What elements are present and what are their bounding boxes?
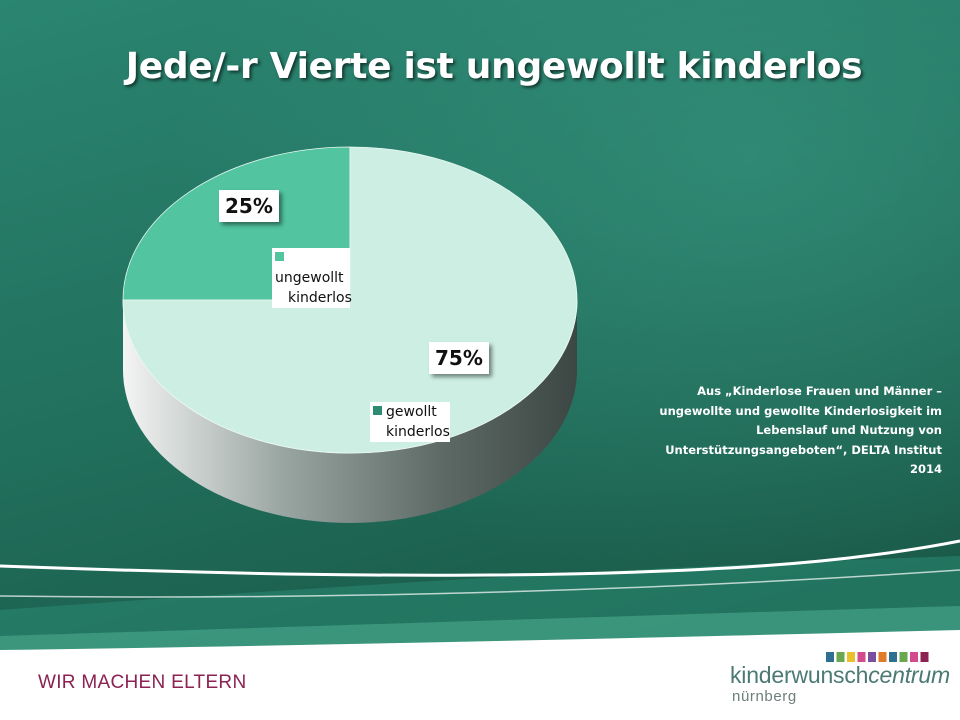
legend-label-ungewollt-1: ungewollt	[275, 270, 344, 286]
source-citation: Aus „Kinderlose Frauen und Männer – unge…	[600, 382, 942, 480]
brand-name: kinderwunschcentrum	[730, 662, 950, 689]
logo-bar	[878, 652, 887, 662]
data-label-ungewollt: 25%	[219, 190, 279, 222]
brand-name-regular: kinderwunsch	[730, 662, 869, 688]
logo-bar	[899, 652, 908, 662]
footer-tagline: WIR MACHEN ELTERN	[38, 672, 247, 693]
logo-bar	[920, 652, 929, 662]
source-line: Aus „Kinderlose Frauen und Männer –	[697, 384, 942, 398]
source-line: ungewollte und gewollte Kinderlosigkeit …	[659, 403, 942, 418]
legend-label-gewollt-1: gewollt	[386, 404, 437, 420]
legend-swatch-ungewollt	[275, 252, 284, 261]
source-line: 2014	[909, 462, 942, 476]
logo-bar	[889, 652, 897, 662]
brand-name-italic: centrum	[868, 662, 950, 688]
logo-color-bars	[826, 652, 929, 662]
legend-gewollt: gewollt kinderlos	[370, 402, 450, 442]
pie-rim	[123, 300, 577, 523]
legend-ungewollt: ungewollt kinderlos	[272, 248, 352, 308]
legend-swatch-gewollt	[373, 406, 382, 415]
logo-bar	[847, 652, 855, 662]
source-line: Unterstützungsangeboten“, DELTA Institut	[665, 442, 942, 457]
logo-bar	[836, 652, 845, 662]
source-line: Lebenslauf und Nutzung von	[756, 423, 942, 437]
legend-label-gewollt-2: kinderlos	[386, 424, 450, 440]
logo-bar	[910, 652, 918, 662]
legend-label-ungewollt-2: kinderlos	[288, 290, 352, 306]
data-label-gewollt: 75%	[429, 342, 489, 374]
pie-slice-gewollt	[122, 146, 578, 454]
logo-bar	[857, 652, 866, 662]
logo-bar	[868, 652, 876, 662]
logo-bar	[826, 652, 834, 662]
pie-chart	[122, 146, 578, 523]
slide-title: Jede/-r Vierte ist ungewollt kinderlos	[125, 46, 863, 87]
brand-city: nürnberg	[732, 688, 797, 705]
